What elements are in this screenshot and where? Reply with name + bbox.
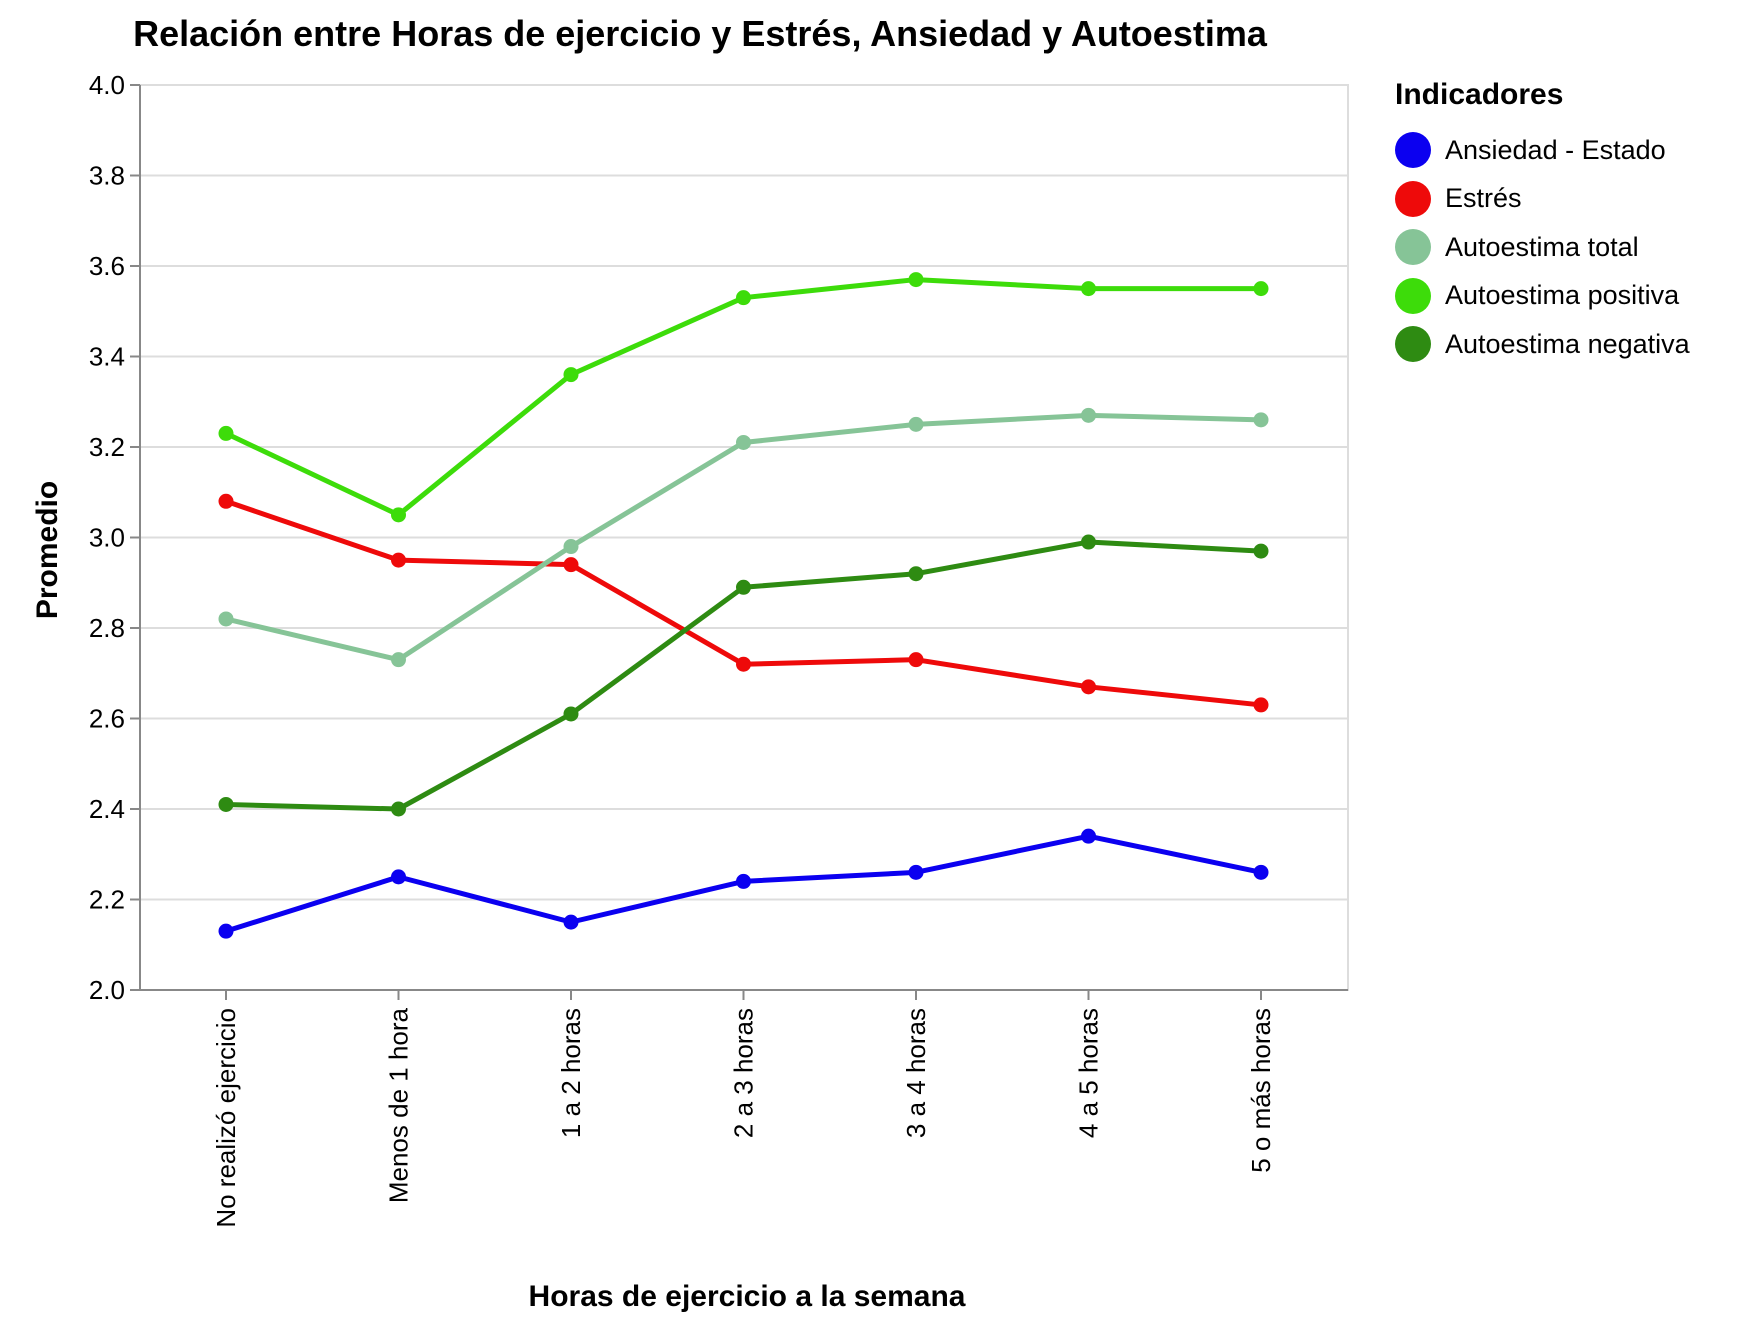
legend-swatch <box>1395 132 1431 169</box>
legend-label: Autoestima total <box>1445 231 1639 262</box>
data-point <box>736 579 751 595</box>
data-point <box>563 706 579 722</box>
data-point <box>391 552 406 568</box>
x-tick-label: Menos de 1 hora <box>384 1007 414 1203</box>
data-point <box>563 367 579 383</box>
series-3 <box>218 272 1269 523</box>
data-point <box>1253 543 1269 559</box>
y-tick-label: 3.8 <box>89 161 125 191</box>
legend-label: Autoestima negativa <box>1445 328 1690 359</box>
data-point <box>218 923 234 939</box>
series-4 <box>218 534 1269 817</box>
legend-label: Estrés <box>1445 183 1522 214</box>
x-tick-label: 1 a 2 horas <box>556 1008 586 1138</box>
data-point <box>391 507 406 523</box>
data-point <box>563 914 579 930</box>
data-point <box>1253 864 1269 880</box>
series-0 <box>218 828 1269 939</box>
data-point <box>391 869 406 885</box>
y-tick-label: 2.0 <box>89 975 125 1005</box>
data-point <box>218 493 234 509</box>
data-point <box>1253 697 1269 713</box>
x-axis-label: Horas de ejercicio a la semana <box>529 1280 966 1313</box>
legend-items: Ansiedad - Estado Estrés Autoestima total A… <box>1395 126 1690 369</box>
data-point <box>1081 407 1096 423</box>
data-point <box>908 416 924 432</box>
y-tick-label: 3.0 <box>89 523 125 553</box>
y-tick-label: 2.8 <box>89 613 125 643</box>
legend-item: Autoestima negativa <box>1395 320 1690 369</box>
legend-title: Indicadores <box>1395 78 1564 111</box>
axes: 2.0 2.2 2.4 2.6 2.8 3.0 3.2 3.4 3.6 3.8 4.0 No real… <box>89 70 1348 1228</box>
data-point <box>736 434 751 450</box>
series-lines <box>218 272 1269 939</box>
data-point <box>908 864 924 880</box>
data-point <box>1253 412 1269 428</box>
data-point <box>908 566 924 582</box>
legend-label: Ansiedad - Estado <box>1445 134 1666 165</box>
data-point <box>1081 281 1096 297</box>
y-axis-label: Promedio <box>31 481 64 619</box>
legend: Indicadores Ansiedad - Estado Estrés Autoe… <box>1395 78 1690 369</box>
data-point <box>391 801 406 817</box>
data-point <box>218 611 234 627</box>
data-point <box>736 873 751 889</box>
y-tick-label: 3.2 <box>89 432 125 462</box>
y-tick-label: 3.4 <box>89 342 125 372</box>
y-tick-label: 2.2 <box>89 885 125 915</box>
data-point <box>1081 828 1096 844</box>
y-tick-label: 2.6 <box>89 704 125 734</box>
y-tick-label: 4.0 <box>89 70 125 100</box>
legend-swatch <box>1395 229 1431 266</box>
series-2 <box>218 407 1269 668</box>
data-point <box>1081 679 1096 695</box>
legend-swatch <box>1395 277 1431 314</box>
x-tick-label: 4 a 5 horas <box>1074 1008 1104 1138</box>
data-point <box>1081 534 1096 550</box>
data-point <box>1253 281 1269 297</box>
data-point <box>218 425 234 441</box>
legend-item: Ansiedad - Estado <box>1395 126 1690 175</box>
series-line <box>223 498 1264 708</box>
x-tick-label: 3 a 4 horas <box>901 1008 931 1138</box>
series-1 <box>218 493 1269 713</box>
y-tick-label: 3.6 <box>89 251 125 281</box>
legend-item: Autoestima positiva <box>1395 272 1690 321</box>
x-tick-label: 5 o más horas <box>1246 1008 1276 1173</box>
data-point <box>391 652 406 668</box>
data-point <box>563 557 579 573</box>
x-tick-label: 2 a 3 horas <box>729 1008 759 1138</box>
legend-swatch <box>1395 180 1431 217</box>
legend-label: Autoestima positiva <box>1445 280 1680 311</box>
legend-item: Autoestima total <box>1395 223 1690 272</box>
legend-item: Estrés <box>1395 175 1690 224</box>
data-point <box>218 796 234 812</box>
x-tick-label: No realizó ejercicio <box>211 1008 241 1228</box>
data-point <box>908 272 924 288</box>
data-point <box>736 290 751 306</box>
data-point <box>563 539 579 555</box>
data-point <box>908 652 924 668</box>
legend-swatch <box>1395 326 1431 363</box>
data-point <box>736 656 751 672</box>
y-tick-label: 2.4 <box>89 794 125 824</box>
chart-title: Relación entre Horas de ejercicio y Estr… <box>133 13 1268 54</box>
series-line <box>223 277 1264 518</box>
